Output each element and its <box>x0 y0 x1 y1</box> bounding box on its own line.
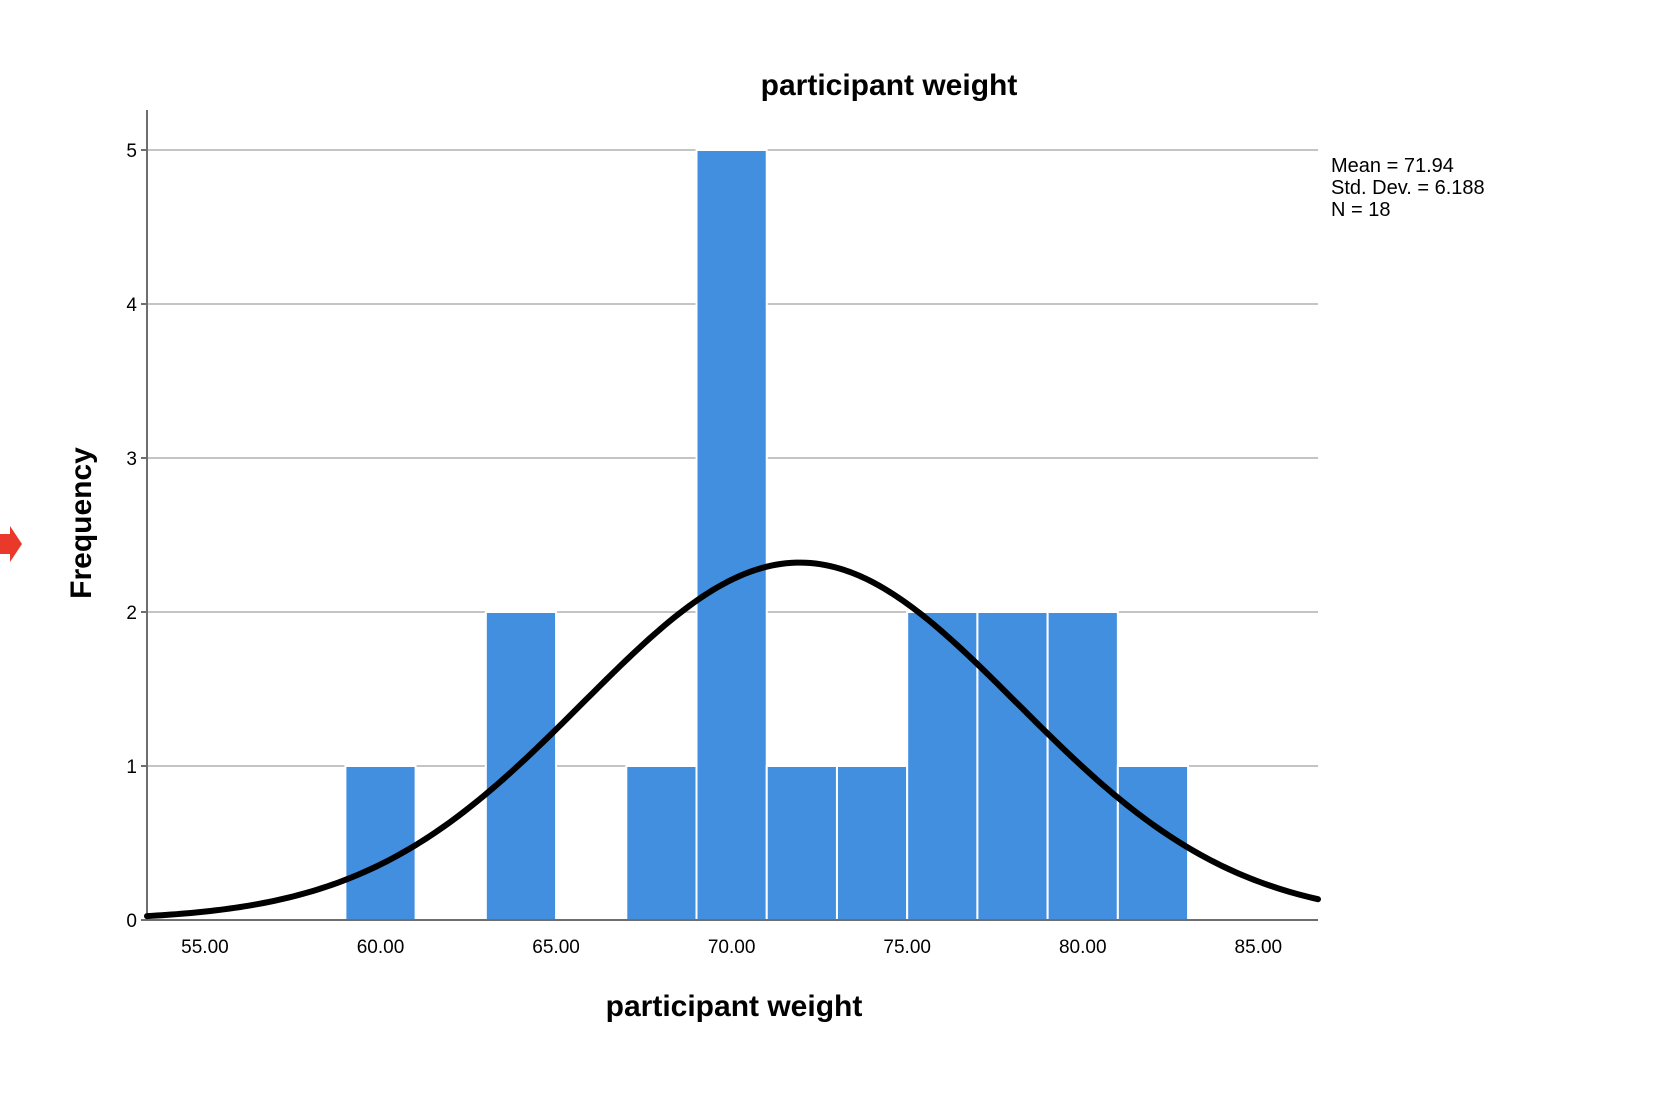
stats-n: N = 18 <box>1331 199 1390 221</box>
y-tick-label-5: 5 <box>126 141 137 162</box>
axes <box>141 110 1318 921</box>
chart-title: participant weight <box>761 69 1018 102</box>
y-axis-title: Frequency <box>65 447 98 599</box>
bar-73-75 <box>835 765 909 921</box>
x-tick-labels: 55.00 60.00 65.00 70.00 75.00 80.00 85.00 <box>181 937 1282 958</box>
y-tick-label-2: 2 <box>126 603 137 624</box>
bar-67-69 <box>625 765 698 921</box>
y-tick-label-1: 1 <box>126 757 137 778</box>
x-axis-title: participant weight <box>606 990 863 1023</box>
y-tick-label-3: 3 <box>126 449 137 470</box>
x-tick-label-65: 65.00 <box>532 937 580 958</box>
bar-77-79 <box>976 611 1049 921</box>
x-tick-label-85: 85.00 <box>1235 937 1283 958</box>
bar-71-73 <box>765 765 838 921</box>
bar-59-61 <box>344 765 417 921</box>
x-tick-label-70: 70.00 <box>708 937 756 958</box>
stats-mean: Mean = 71.94 <box>1331 155 1454 177</box>
y-tick-labels: 0 1 2 3 4 5 <box>126 141 137 932</box>
stats-sd: Std. Dev. = 6.188 <box>1331 177 1485 199</box>
x-tick-label-60: 60.00 <box>357 937 405 958</box>
y-tick-label-0: 0 <box>126 911 137 932</box>
x-tick-label-75: 75.00 <box>883 937 931 958</box>
y-tick-label-4: 4 <box>126 295 137 316</box>
red-arrow-marker-icon <box>0 526 22 562</box>
bar-75-77 <box>906 611 979 921</box>
x-tick-label-55: 55.00 <box>181 937 229 958</box>
stats-legend: Mean = 71.94 Std. Dev. = 6.188 N = 18 <box>1331 155 1485 221</box>
histogram-bars <box>344 149 1190 921</box>
x-tick-label-80: 80.00 <box>1059 937 1107 958</box>
bar-69-71 <box>695 149 768 921</box>
normal-curve <box>144 559 1321 920</box>
